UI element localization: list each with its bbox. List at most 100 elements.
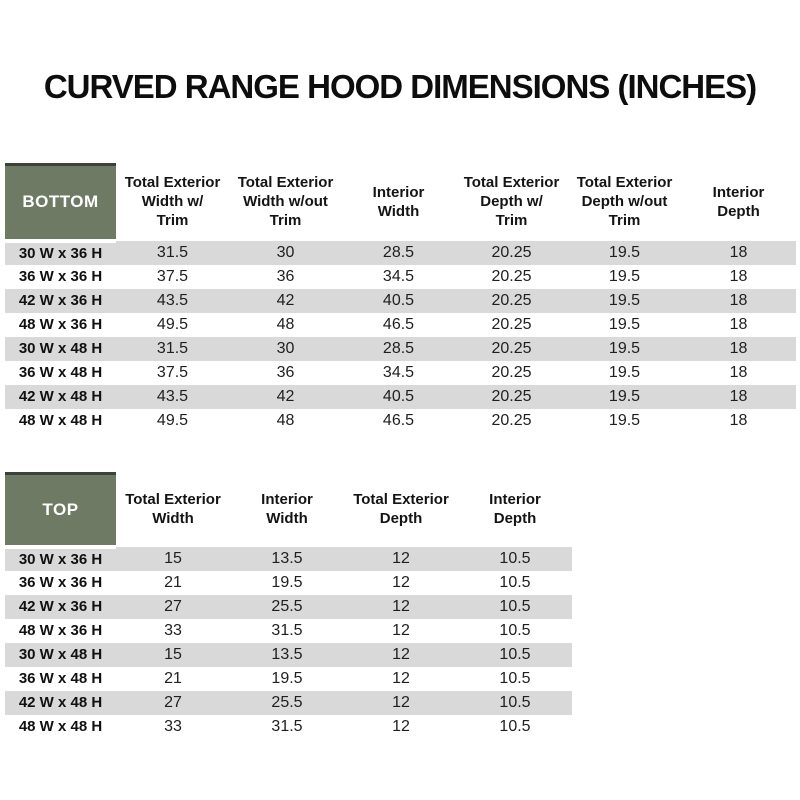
dimension-value: 12 [392, 645, 410, 663]
dimension-value: 46.5 [382, 315, 415, 333]
row-label: 48 W x 48 H [18, 412, 103, 429]
dimension-value: 30 [276, 243, 295, 261]
table-row: 36 W x 36 H 37.5 36 34.5 20.25 19.5 18 [5, 264, 796, 289]
dimension-value: 19.5 [608, 363, 641, 381]
dimension-value: 31.5 [156, 243, 189, 261]
column-header: Total Exterior Width w/ Trim [116, 164, 229, 241]
dimension-value: 15 [164, 645, 182, 663]
column-header: Total Exterior Depth w/out Trim [568, 164, 681, 241]
row-label: 48 W x 36 H [18, 316, 103, 333]
dimension-value: 13.5 [271, 645, 303, 663]
dimension-value: 10.5 [499, 645, 531, 663]
table-row: 42 W x 36 H 43.5 42 40.5 20.25 19.5 18 [5, 288, 796, 313]
dimension-value: 20.25 [491, 315, 532, 333]
dimension-value: 19.5 [608, 267, 641, 285]
dimension-value: 12 [392, 693, 410, 711]
dimension-value: 18 [729, 387, 748, 405]
row-label: 36 W x 48 H [18, 670, 103, 687]
dimension-value: 46.5 [382, 411, 415, 429]
bottom-corner-label: BOTTOM [5, 163, 116, 243]
dimension-value: 10.5 [499, 669, 531, 687]
dimension-value: 34.5 [382, 363, 415, 381]
table-row: 30 W x 36 H 31.5 30 28.5 20.25 19.5 18 [5, 240, 796, 265]
dimension-value: 21 [164, 573, 182, 591]
dimension-value: 25.5 [271, 597, 303, 615]
row-label: 42 W x 36 H [18, 598, 103, 615]
dimension-value: 43.5 [156, 387, 189, 405]
row-label: 30 W x 36 H [18, 245, 103, 262]
table-row: 36 W x 48 H 37.5 36 34.5 20.25 19.5 18 [5, 360, 796, 385]
dimension-value: 18 [729, 243, 748, 261]
bottom-dimensions-table: BOTTOM Total Exterior Width w/ Trim Tota… [5, 163, 796, 433]
dimension-value: 42 [276, 387, 295, 405]
dimension-value: 12 [392, 669, 410, 687]
table-row: 36 W x 36 H 21 19.5 12 10.5 [5, 570, 572, 595]
bottom-header-row: BOTTOM Total Exterior Width w/ Trim Tota… [5, 163, 796, 243]
dimension-value: 28.5 [382, 243, 415, 261]
dimension-value: 19.5 [608, 315, 641, 333]
dimension-value: 37.5 [156, 267, 189, 285]
dimension-value: 30 [276, 339, 295, 357]
dimension-value: 20.25 [491, 243, 532, 261]
row-label: 42 W x 36 H [18, 292, 103, 309]
column-header: Total Exterior Depth [344, 473, 458, 547]
dimension-value: 18 [729, 291, 748, 309]
dimension-value: 48 [276, 411, 295, 429]
row-label: 30 W x 48 H [18, 646, 103, 663]
dimension-value: 43.5 [156, 291, 189, 309]
table-row: 42 W x 36 H 27 25.5 12 10.5 [5, 594, 572, 619]
dimension-value: 18 [729, 267, 748, 285]
dimension-value: 15 [164, 549, 182, 567]
table-row: 48 W x 36 H 49.5 48 46.5 20.25 19.5 18 [5, 312, 796, 337]
dimension-value: 18 [729, 363, 748, 381]
dimension-value: 12 [392, 717, 410, 735]
dimension-value: 10.5 [499, 717, 531, 735]
dimension-value: 25.5 [271, 693, 303, 711]
dimension-value: 10.5 [499, 573, 531, 591]
dimension-value: 12 [392, 573, 410, 591]
row-label: 48 W x 48 H [18, 718, 103, 735]
dimension-value: 18 [729, 339, 748, 357]
table-row: 42 W x 48 H 27 25.5 12 10.5 [5, 690, 572, 715]
column-header: Interior Depth [681, 164, 796, 241]
dimension-value: 19.5 [271, 573, 303, 591]
dimension-value: 12 [392, 621, 410, 639]
table-row: 48 W x 48 H 49.5 48 46.5 20.25 19.5 18 [5, 408, 796, 433]
dimension-value: 28.5 [382, 339, 415, 357]
dimension-value: 20.25 [491, 387, 532, 405]
dimension-value: 33 [164, 717, 182, 735]
dimension-value: 37.5 [156, 363, 189, 381]
dimension-value: 20.25 [491, 339, 532, 357]
dimension-value: 49.5 [156, 315, 189, 333]
dimension-value: 19.5 [608, 411, 641, 429]
column-header: Total Exterior Depth w/ Trim [455, 164, 568, 241]
row-label: 30 W x 48 H [18, 340, 103, 357]
dimension-value: 12 [392, 549, 410, 567]
row-label: 36 W x 48 H [18, 364, 103, 381]
row-label: 42 W x 48 H [18, 694, 103, 711]
table-row: 30 W x 48 H 15 13.5 12 10.5 [5, 642, 572, 667]
row-label: 30 W x 36 H [18, 551, 103, 568]
column-header: Total Exterior Width [116, 473, 230, 547]
dimension-value: 27 [164, 597, 182, 615]
table-row: 48 W x 48 H 33 31.5 12 10.5 [5, 714, 572, 739]
column-header: Total Exterior Width w/out Trim [229, 164, 342, 241]
top-dimensions-table: TOP Total Exterior Width Interior Width … [5, 472, 572, 739]
table-row: 30 W x 48 H 31.5 30 28.5 20.25 19.5 18 [5, 336, 796, 361]
dimension-value: 20.25 [491, 267, 532, 285]
dimension-value: 20.25 [491, 291, 532, 309]
table-row: 48 W x 36 H 33 31.5 12 10.5 [5, 618, 572, 643]
dimension-value: 20.25 [491, 411, 532, 429]
dimension-value: 18 [729, 315, 748, 333]
dimension-value: 36 [276, 267, 295, 285]
top-header-row: TOP Total Exterior Width Interior Width … [5, 472, 572, 549]
dimension-value: 42 [276, 291, 295, 309]
dimension-value: 19.5 [608, 339, 641, 357]
dimension-value: 27 [164, 693, 182, 711]
row-label: 36 W x 36 H [18, 574, 103, 591]
row-label: 42 W x 48 H [18, 388, 103, 405]
dimension-value: 10.5 [499, 549, 531, 567]
dimension-value: 31.5 [271, 621, 303, 639]
dimension-value: 18 [729, 411, 748, 429]
dimension-value: 19.5 [608, 387, 641, 405]
